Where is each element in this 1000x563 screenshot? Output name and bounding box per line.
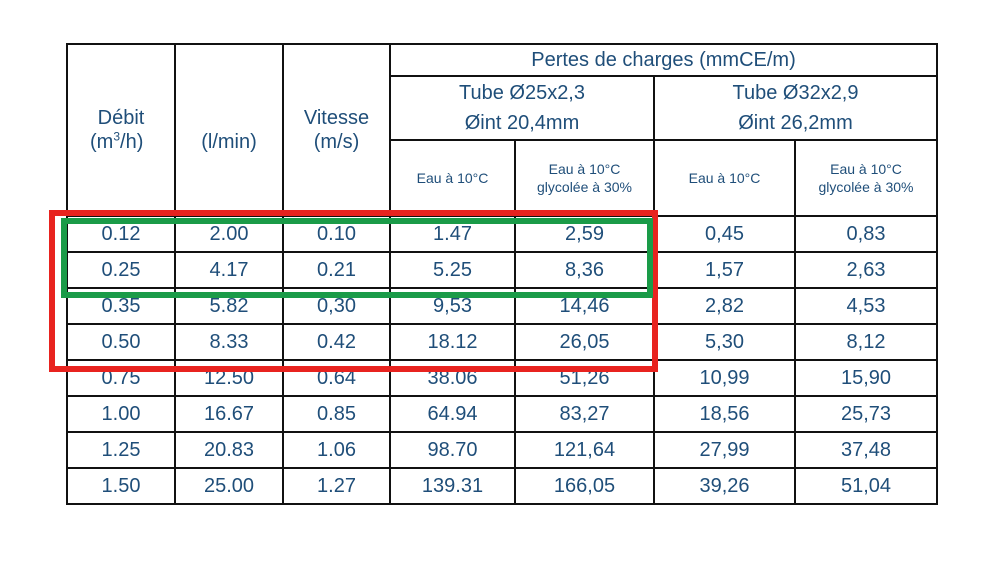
tube2-line1: Tube Ø32x2,9 xyxy=(732,82,859,104)
pressure-loss-table: Débit (m3/h) (l/min) Vitesse (m/s) Perte… xyxy=(66,43,938,505)
header-eau-glycol-1: Eau à 10°C glycolée à 30% xyxy=(514,139,655,217)
debit-unit-m3h: (m3/h) xyxy=(90,129,144,153)
cell-tube2-eau: 10,99 xyxy=(653,359,796,397)
cell-tube1-eau: 64.94 xyxy=(389,395,516,433)
header-pertes: Pertes de charges (mmCE/m) xyxy=(389,43,938,77)
debit-unit-lmin: (l/min) xyxy=(201,131,257,153)
cell-tube1-glycol: 2,59 xyxy=(514,215,655,253)
table-row: 1.25 20.83 1.06 98.70 121,64 27,99 37,48 xyxy=(66,431,938,469)
header-eau-2: Eau à 10°C xyxy=(653,139,796,217)
cell-vitesse: 0.42 xyxy=(282,323,391,361)
cell-vitesse: 1.06 xyxy=(282,431,391,469)
cell-tube1-glycol: 14,46 xyxy=(514,287,655,325)
cell-debit-lmin: 20.83 xyxy=(174,431,284,469)
cell-tube1-glycol: 8,36 xyxy=(514,251,655,289)
cell-debit-lmin: 5.82 xyxy=(174,287,284,325)
cell-debit-m3h: 0.25 xyxy=(66,251,176,289)
tube2-line2: Øint 26,2mm xyxy=(738,112,853,134)
cell-tube2-glycol: 25,73 xyxy=(794,395,938,433)
cell-tube2-eau: 0,45 xyxy=(653,215,796,253)
header-debit: Débit (m3/h) xyxy=(66,43,176,217)
cell-tube2-glycol: 37,48 xyxy=(794,431,938,469)
cell-tube1-eau: 18.12 xyxy=(389,323,516,361)
table-row: 0.25 4.17 0.21 5.25 8,36 1,57 2,63 xyxy=(66,251,938,289)
tube1-line1: Tube Ø25x2,3 xyxy=(458,82,585,104)
cell-tube1-eau: 9,53 xyxy=(389,287,516,325)
header-tube1: Tube Ø25x2,3 Øint 20,4mm xyxy=(389,75,655,141)
tube1-line2: Øint 20,4mm xyxy=(464,112,580,134)
vitesse-label: Vitesse xyxy=(303,107,370,129)
cell-tube1-glycol: 121,64 xyxy=(514,431,655,469)
cell-tube2-glycol: 51,04 xyxy=(794,467,938,505)
table-row: 1.00 16.67 0.85 64.94 83,27 18,56 25,73 xyxy=(66,395,938,433)
table-row: 0.35 5.82 0,30 9,53 14,46 2,82 4,53 xyxy=(66,287,938,325)
cell-debit-m3h: 1.00 xyxy=(66,395,176,433)
cell-tube1-eau: 5.25 xyxy=(389,251,516,289)
table-row: 0.75 12.50 0.64 38.06 51,26 10,99 15,90 xyxy=(66,359,938,397)
cell-tube1-glycol: 51,26 xyxy=(514,359,655,397)
cell-debit-lmin: 8.33 xyxy=(174,323,284,361)
cell-tube2-glycol: 4,53 xyxy=(794,287,938,325)
cell-tube1-eau: 1.47 xyxy=(389,215,516,253)
cell-tube2-eau: 1,57 xyxy=(653,251,796,289)
cell-vitesse: 0.10 xyxy=(282,215,391,253)
header-debit-lmin: (l/min) xyxy=(174,43,284,217)
cell-debit-lmin: 2.00 xyxy=(174,215,284,253)
table-row: 0.50 8.33 0.42 18.12 26,05 5,30 8,12 xyxy=(66,323,938,361)
cell-debit-lmin: 12.50 xyxy=(174,359,284,397)
cell-tube2-eau: 27,99 xyxy=(653,431,796,469)
cell-debit-m3h: 0.12 xyxy=(66,215,176,253)
header-vitesse: Vitesse (m/s) xyxy=(282,43,391,217)
cell-debit-lmin: 25.00 xyxy=(174,467,284,505)
cell-tube2-glycol: 0,83 xyxy=(794,215,938,253)
cell-tube2-eau: 18,56 xyxy=(653,395,796,433)
cell-vitesse: 0,30 xyxy=(282,287,391,325)
cell-debit-m3h: 0.35 xyxy=(66,287,176,325)
cell-tube1-eau: 98.70 xyxy=(389,431,516,469)
vitesse-unit: (m/s) xyxy=(313,131,360,153)
cell-debit-lmin: 4.17 xyxy=(174,251,284,289)
cell-vitesse: 0.64 xyxy=(282,359,391,397)
cell-tube1-glycol: 166,05 xyxy=(514,467,655,505)
debit-label: Débit xyxy=(97,107,145,129)
cell-debit-m3h: 0.50 xyxy=(66,323,176,361)
cell-debit-lmin: 16.67 xyxy=(174,395,284,433)
cell-tube2-glycol: 15,90 xyxy=(794,359,938,397)
cell-tube2-eau: 2,82 xyxy=(653,287,796,325)
cell-vitesse: 0.21 xyxy=(282,251,391,289)
cell-tube2-glycol: 2,63 xyxy=(794,251,938,289)
header-tube2: Tube Ø32x2,9 Øint 26,2mm xyxy=(653,75,938,141)
cell-tube2-glycol: 8,12 xyxy=(794,323,938,361)
cell-tube1-eau: 38.06 xyxy=(389,359,516,397)
debit-units: (m3/h) xyxy=(69,129,173,154)
cell-tube1-glycol: 26,05 xyxy=(514,323,655,361)
cell-tube2-eau: 39,26 xyxy=(653,467,796,505)
cell-debit-m3h: 1.25 xyxy=(66,431,176,469)
table-row: 0.12 2.00 0.10 1.47 2,59 0,45 0,83 xyxy=(66,215,938,253)
cell-tube2-eau: 5,30 xyxy=(653,323,796,361)
header-eau-1: Eau à 10°C xyxy=(389,139,516,217)
cell-vitesse: 0.85 xyxy=(282,395,391,433)
header-eau-glycol-2: Eau à 10°C glycolée à 30% xyxy=(794,139,938,217)
table-row: 1.50 25.00 1.27 139.31 166,05 39,26 51,0… xyxy=(66,467,938,505)
cell-debit-m3h: 1.50 xyxy=(66,467,176,505)
cell-debit-m3h: 0.75 xyxy=(66,359,176,397)
cell-vitesse: 1.27 xyxy=(282,467,391,505)
cell-tube1-glycol: 83,27 xyxy=(514,395,655,433)
cell-tube1-eau: 139.31 xyxy=(389,467,516,505)
